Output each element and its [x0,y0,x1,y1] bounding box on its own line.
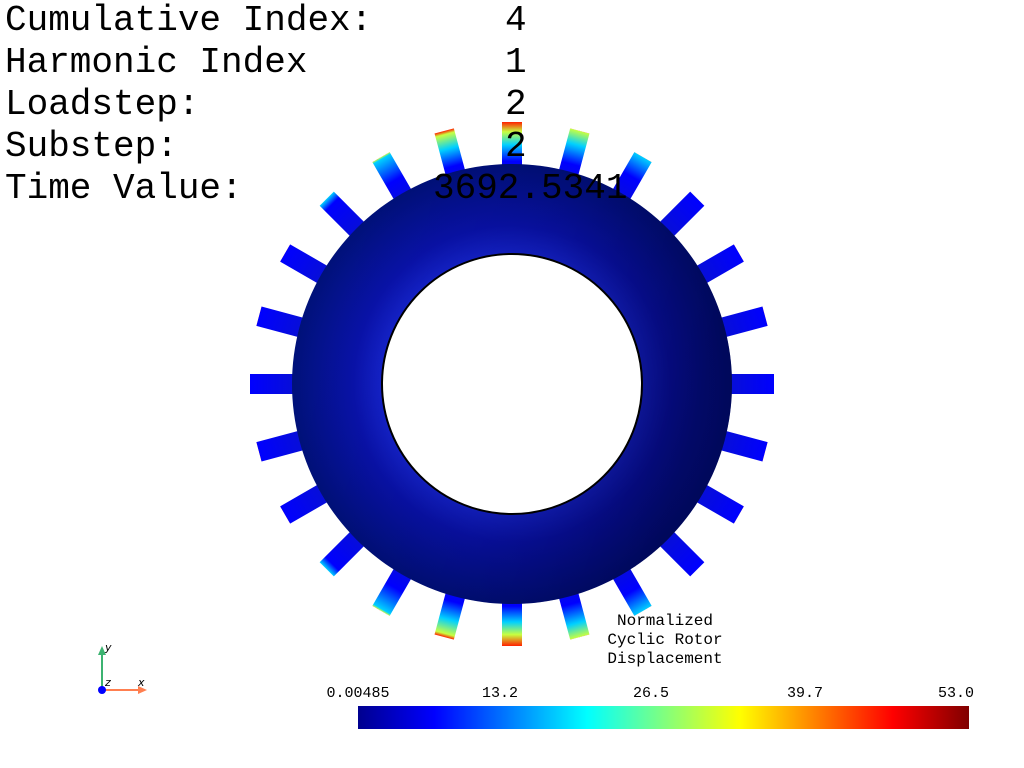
info-label: Cumulative Index: [5,0,373,41]
y-axis-arrow [98,646,106,655]
z-axis-dot [98,686,106,694]
colorbar-tick-label: 26.5 [632,685,670,702]
colorbar-tick-label: 39.7 [786,685,824,702]
info-row-harmonic-index: Harmonic Index 1 [5,42,527,210]
info-value: 4 [505,0,527,41]
colorbar-tick-label: 53.0 [937,685,975,702]
info-row-loadstep: Loadstep: 2 [5,84,527,252]
colorbar-title-line: Displacement [607,650,723,668]
colorbar-title-line: Normalized [616,612,713,630]
rotor-ring [292,164,733,604]
y-axis-label: y [104,641,112,654]
colorbar-tick-label: 0.00485 [326,685,390,702]
colorbar-title-line: Cyclic Rotor [607,631,723,649]
info-value: 2 [505,126,527,167]
colorbar-tick-label: 13.2 [481,685,519,702]
rotor-disk-shading [292,164,733,604]
z-axis-label: z [104,676,111,689]
x-axis-arrow [138,686,147,694]
info-label: Time Value: [5,168,243,209]
colorbar-title: Normalized Cyclic Rotor Displacement [590,612,740,669]
colorbar-fill [358,706,969,729]
info-row-cumulative-index: Cumulative Index: 4 [5,0,527,168]
info-value: 2 [505,84,527,125]
info-label: Loadstep: [5,84,200,125]
info-label: Harmonic Index [5,42,308,83]
info-row-substep: Substep: 2 [5,126,527,294]
info-value: 3692.5341 [433,168,628,209]
info-label: Substep: [5,126,178,167]
info-row-time-value: Time Value: 3692.5341 [5,168,627,336]
axes-triad: y z x [98,641,147,694]
colorbar-gradient [358,706,969,729]
rotor-bore-edge [381,253,643,515]
x-axis-label: x [137,676,145,689]
info-value: 1 [505,42,527,83]
